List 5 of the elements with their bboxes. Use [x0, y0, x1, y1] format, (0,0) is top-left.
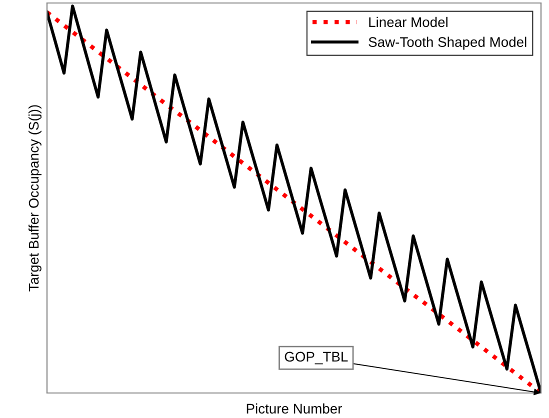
legend-label: Linear Model	[369, 16, 448, 28]
y-axis-title: Target Buffer Occupancy (S(j))	[28, 105, 42, 292]
legend-label: Saw-Tooth Shaped Model	[368, 36, 526, 50]
x-axis-title: Picture Number	[246, 403, 342, 414]
annotation: GOP_TBL	[284, 352, 348, 364]
